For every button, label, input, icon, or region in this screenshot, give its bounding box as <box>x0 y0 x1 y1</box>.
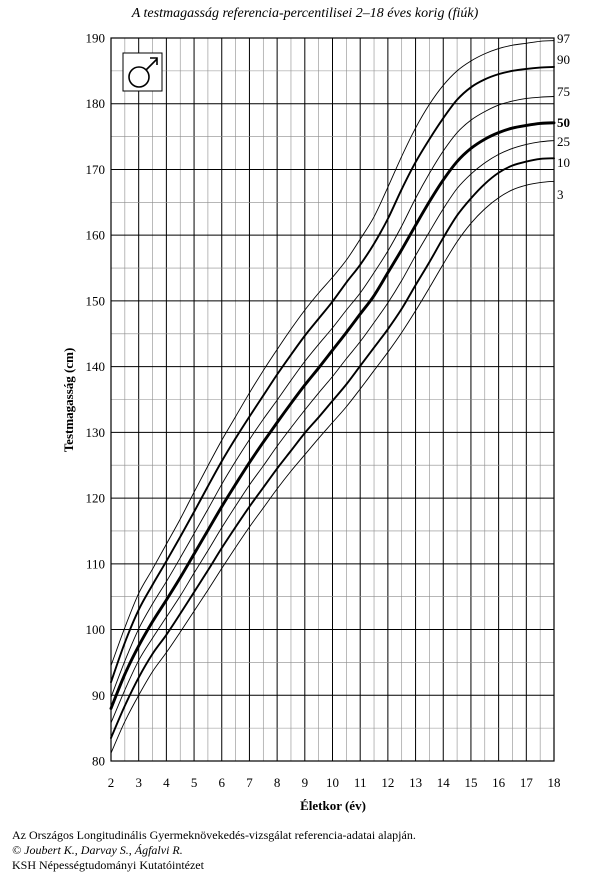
x-tick-label: 9 <box>302 775 309 790</box>
y-tick-label: 170 <box>86 162 106 177</box>
percentile-curve-p3 <box>110 180 555 754</box>
footer-institute: KSH Népességtudományi Kutatóintézet <box>12 858 204 872</box>
footer-source: Az Országos Longitudinális Gyermeknöveke… <box>12 828 416 842</box>
x-tick-label: 18 <box>548 775 561 790</box>
x-tick-label: 11 <box>354 775 367 790</box>
growth-chart: A testmagasság referencia-percentilisei … <box>61 6 571 813</box>
chart-title: A testmagasság referencia-percentilisei … <box>131 6 479 21</box>
percentile-curve-p25 <box>110 140 555 724</box>
x-tick-label: 3 <box>135 775 142 790</box>
percentile-label-p90: 90 <box>557 52 570 67</box>
percentile-label-p25: 25 <box>557 134 570 149</box>
x-tick-labels: 2 3 4 5 6 7 8 9 10 11 12 13 14 15 16 17 18 <box>108 775 561 790</box>
y-tick-label: 110 <box>86 556 105 571</box>
percentile-curve-p90 <box>110 65 555 684</box>
y-tick-label: 100 <box>86 622 106 637</box>
x-tick-label: 6 <box>219 775 226 790</box>
percentile-label-p50: 50 <box>557 115 570 130</box>
footer: Az Országos Longitudinális Gyermeknöveke… <box>12 828 416 873</box>
percentile-curve-p10 <box>110 157 555 739</box>
percentile-label-p10: 10 <box>557 155 570 170</box>
percentile-curve-p75 <box>110 96 555 698</box>
percentile-curve-p97 <box>110 40 555 667</box>
percentile-label-p75: 75 <box>557 84 570 99</box>
x-tick-label: 12 <box>381 775 394 790</box>
y-tick-label: 160 <box>86 228 106 243</box>
y-tick-label: 190 <box>86 31 106 46</box>
y-tick-label: 180 <box>86 96 106 111</box>
percentile-curves <box>109 40 556 754</box>
percentile-labels: 97 90 75 50 25 10 3 <box>557 31 571 202</box>
x-tick-label: 4 <box>163 775 170 790</box>
x-tick-label: 17 <box>520 775 534 790</box>
y-tick-label: 130 <box>86 425 106 440</box>
x-tick-label: 8 <box>274 775 281 790</box>
x-tick-label: 2 <box>108 775 115 790</box>
y-tick-label: 90 <box>92 688 105 703</box>
y-axis-title: Testmagasság (cm) <box>61 348 76 453</box>
male-symbol-circle <box>128 66 150 88</box>
y-tick-label: 120 <box>86 491 106 506</box>
male-symbol-arrow-head <box>150 57 158 65</box>
male-symbol-icon <box>122 52 163 92</box>
x-tick-label: 10 <box>326 775 339 790</box>
footer-authors: © Joubert K., Darvay S., Ágfalvi R. <box>12 843 183 857</box>
y-tick-label: 80 <box>92 754 105 769</box>
x-tick-label: 16 <box>492 775 506 790</box>
percentile-label-p97: 97 <box>557 31 571 46</box>
x-tick-label: 15 <box>464 775 477 790</box>
male-symbol-arrow-shaft <box>145 58 158 71</box>
y-tick-label: 150 <box>86 293 106 308</box>
x-tick-label: 14 <box>437 775 451 790</box>
x-tick-label: 7 <box>246 775 253 790</box>
y-tick-label: 140 <box>86 359 106 374</box>
percentile-curve-p50 <box>109 121 556 710</box>
x-tick-label: 13 <box>409 775 422 790</box>
plot-frame <box>110 37 555 762</box>
percentile-label-p3: 3 <box>557 187 564 202</box>
y-tick-labels: 80 90 100 110 120 130 140 150 160 170 180 190 <box>86 31 106 769</box>
x-axis-title: Életkor (év) <box>300 798 366 813</box>
x-tick-label: 5 <box>191 775 198 790</box>
